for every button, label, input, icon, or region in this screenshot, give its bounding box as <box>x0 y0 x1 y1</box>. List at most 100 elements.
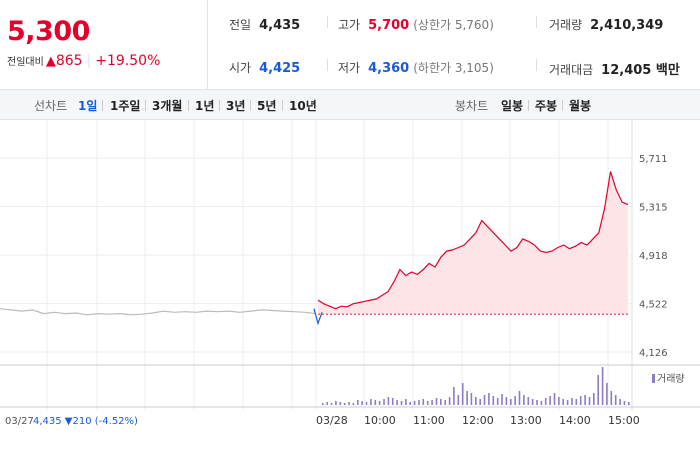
volume-bar <box>501 394 503 405</box>
volume-bar <box>431 400 433 405</box>
volume-bar <box>357 400 359 405</box>
amount-label: 거래대금 <box>549 63 594 77</box>
volume-bar <box>466 391 468 405</box>
open-stat: 시가 4,425 <box>229 59 300 76</box>
volume-bar <box>593 393 595 405</box>
quote-summary: 5,300 전일대비 ▲865 | +19.50% 전일 4,435 고가 5,700 (상… <box>0 0 700 90</box>
volume-bar <box>461 383 464 405</box>
lower-limit: (하한가 3,105) <box>413 61 494 75</box>
volume-bar <box>492 396 495 405</box>
volume-bar <box>575 399 578 405</box>
volume-bar <box>588 397 591 405</box>
volume-label: 거래량 <box>549 18 583 32</box>
volume-bar <box>457 395 460 405</box>
volume-bar <box>510 399 512 405</box>
volume-bar <box>361 401 363 405</box>
price-change: 전일대비 ▲865 | +19.50% <box>7 53 160 69</box>
volume-legend: 거래량 <box>657 373 685 385</box>
divider <box>327 59 328 71</box>
up-arrow-icon: ▲ <box>45 54 56 69</box>
change-percent: +19.50% <box>95 53 161 69</box>
x-axis-labels: 03/28 10:00 11:00 12:00 13:00 14:00 15:00 <box>316 414 640 427</box>
volume-bar <box>391 398 394 405</box>
volume-bar <box>553 393 556 405</box>
price-block: 5,300 전일대비 ▲865 | +19.50% <box>0 0 208 90</box>
volume-bar <box>326 402 328 405</box>
x-tick-label: 03/28 <box>316 414 348 427</box>
y-tick-label: 4,126 <box>639 348 668 359</box>
prev-day-series <box>0 308 317 316</box>
low-label: 저가 <box>338 61 361 75</box>
candle-monthly[interactable]: 월봉 <box>569 99 592 113</box>
divider <box>327 16 328 28</box>
y-tick-label: 4,918 <box>639 251 668 262</box>
volume-bar <box>601 367 604 405</box>
volume-bar <box>523 395 525 405</box>
y-tick-label: 5,711 <box>639 154 668 165</box>
period-5year[interactable]: 5년 <box>257 99 277 113</box>
candle-chart-label: 봉차트 <box>455 99 489 113</box>
change-amount: 865 <box>55 53 83 69</box>
x-tick-label: 14:00 <box>559 414 591 427</box>
price-area <box>313 171 629 326</box>
candle-daily[interactable]: 일봉 <box>501 99 524 113</box>
volume-bar <box>470 393 473 405</box>
volume-bar <box>418 400 420 405</box>
divider <box>562 100 563 111</box>
volume-bar <box>378 401 381 405</box>
volume-bar <box>352 403 355 405</box>
volume-bar <box>475 397 477 405</box>
y-axis-labels: 5,711 5,315 4,918 4,522 4,126 <box>639 154 668 359</box>
volume-bar <box>514 396 516 405</box>
volume-bar <box>518 391 521 405</box>
x-tick-label: 13:00 <box>510 414 542 427</box>
open-value: 4,425 <box>259 61 301 76</box>
volume-bars <box>322 367 630 405</box>
volume-bar <box>448 397 451 405</box>
volume-bar <box>606 383 608 405</box>
intraday-chart: 5,711 5,315 4,918 4,522 4,126 03/28 10:00 11:0… <box>0 120 700 450</box>
y-tick-label: 4,522 <box>639 300 668 311</box>
volume-bar <box>335 401 337 405</box>
period-3month[interactable]: 3개월 <box>152 99 183 113</box>
period-10year[interactable]: 10년 <box>289 99 317 113</box>
volume-bar <box>370 399 372 405</box>
volume-value: 2,410,349 <box>590 18 664 33</box>
period-3year[interactable]: 3년 <box>226 99 246 113</box>
prev-close-label: 전일 <box>229 18 252 32</box>
volume-bar <box>453 387 455 405</box>
volume-bar <box>623 401 626 405</box>
period-1year[interactable]: 1년 <box>195 99 215 113</box>
volume-bar <box>422 399 425 405</box>
volume-bar <box>444 400 446 405</box>
volume-bar <box>571 398 573 405</box>
x-tick-label: 12:00 <box>462 414 494 427</box>
divider <box>536 59 537 71</box>
volume-bar <box>339 402 342 405</box>
volume-bar <box>540 401 543 405</box>
volume-bar <box>597 375 599 405</box>
x-tick-label: 15:00 <box>608 414 640 427</box>
volume-bar <box>549 396 551 405</box>
candle-weekly[interactable]: 주봉 <box>535 99 558 113</box>
volume-bar <box>400 401 403 405</box>
volume-bar <box>483 395 486 405</box>
y-tick-label: 5,315 <box>639 203 668 214</box>
volume-bar <box>330 403 333 405</box>
x-tick-label: 10:00 <box>364 414 396 427</box>
price-series <box>317 171 629 310</box>
volume-bar <box>619 399 621 405</box>
volume-bar <box>488 393 490 405</box>
prev-close-value: 4,435 <box>259 18 301 33</box>
volume-bar <box>348 402 350 405</box>
period-1week[interactable]: 1주일 <box>110 99 141 113</box>
divider: | <box>86 53 92 69</box>
low-stat: 저가 4,360 (하한가 3,105) <box>338 59 494 76</box>
period-toolbar: 선차트 1일 1주일 3개월 1년 3년 5년 10년 봉차트 일봉 주봉 월봉 <box>0 90 700 120</box>
period-1day[interactable]: 1일 <box>78 99 98 113</box>
price-fill <box>318 171 628 315</box>
amount-value: 12,405 백만 <box>601 63 680 78</box>
high-label: 고가 <box>338 18 361 32</box>
divider <box>250 100 251 111</box>
volume-bar <box>374 400 377 405</box>
